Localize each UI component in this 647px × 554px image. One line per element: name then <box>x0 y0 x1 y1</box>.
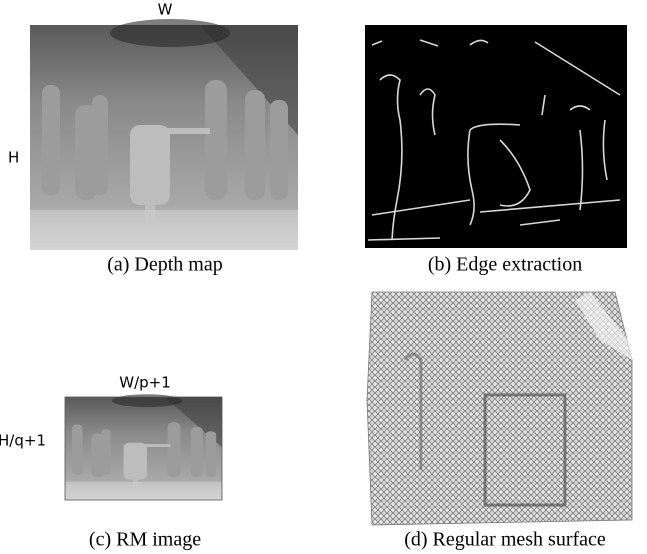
edge-panel: (b) Edge extraction <box>365 25 627 276</box>
caption: (b) Edge extraction <box>428 254 582 276</box>
caption: (d) Regular mesh surface <box>404 529 606 551</box>
rm-image <box>65 394 222 500</box>
caption: (c) RM image <box>89 529 201 551</box>
depth-map-image <box>30 19 298 250</box>
rm-panel: W/p+1 H/q+1 (c) RM image <box>0 374 222 551</box>
mesh-panel: (d) Regular mesh surface <box>367 292 632 551</box>
width-label: W/p+1 <box>119 374 171 392</box>
width-label: W <box>158 1 173 19</box>
height-label: H <box>8 149 19 167</box>
figure: W H (a) Depth map (b) Edge extraction W/… <box>0 0 647 554</box>
height-label: H/q+1 <box>0 432 46 450</box>
caption: (a) Depth map <box>107 254 223 276</box>
edge-image <box>365 25 627 248</box>
depth-map-panel: W H (a) Depth map <box>8 1 298 276</box>
